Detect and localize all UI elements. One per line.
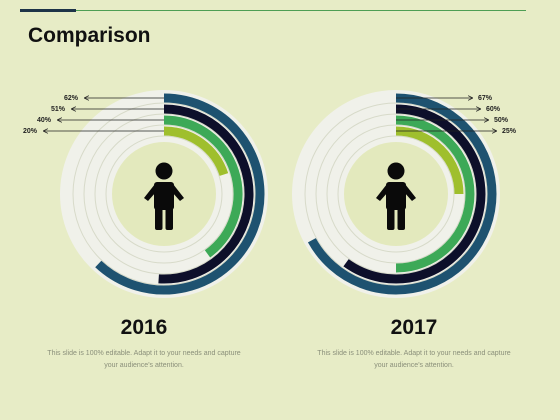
pct-label-2016-2: 51% [51, 106, 66, 113]
ring-arc-2016-1 [95, 93, 265, 295]
ring-divider-2016-1 [72, 102, 256, 286]
radial-chart-2017: 67% 60% 50% 25% [292, 90, 517, 298]
header-rule [76, 10, 526, 11]
pct-label-2016-1: 62% [64, 95, 79, 102]
caption-2017: This slide is 100% editable. Adapt it to… [304, 348, 524, 372]
ring-arc-2016-2 [158, 104, 254, 284]
ring-divider-2017-1 [304, 102, 488, 286]
radial-chart-2016: 62% 51% 40% 20% [23, 90, 268, 298]
page-title: Comparison [28, 24, 151, 47]
pct-label-2016-4: 20% [23, 128, 38, 135]
ring-divider-2017-3 [326, 124, 466, 264]
person-icon-2017 [376, 162, 416, 230]
ring-arc-2017-3 [395, 115, 475, 273]
person-icon-2016 [144, 162, 184, 230]
ring-arc-2016-3 [163, 115, 243, 258]
ring-divider-2016-3 [94, 124, 234, 264]
pct-label-2017-3: 50% [494, 117, 509, 124]
year-label-2017: 2017 [390, 316, 438, 339]
pct-label-2017-2: 60% [486, 106, 501, 113]
header-accent-bar [20, 9, 76, 12]
caption-2016-line1: This slide is 100% editable. Adapt it to… [47, 350, 241, 357]
caption-2016: This slide is 100% editable. Adapt it to… [34, 348, 254, 372]
ring-arc-2017-2 [343, 104, 486, 284]
pct-label-2016-3: 40% [37, 117, 52, 124]
ring-divider-2017-2 [315, 113, 477, 275]
ring-divider-2016-4 [105, 135, 223, 253]
caption-2016-line2: your audience's attention. [104, 362, 184, 369]
pct-label-2017-4: 25% [502, 128, 517, 135]
ring-divider-2017-4 [337, 135, 455, 253]
ring-arc-2017-1 [307, 93, 497, 295]
ring-arc-2016-4 [163, 126, 229, 177]
pct-label-2017-1: 67% [478, 95, 493, 102]
caption-2017-line2: your audience's attention. [374, 362, 454, 369]
caption-2017-line1: This slide is 100% editable. Adapt it to… [317, 350, 511, 357]
year-label-2016: 2016 [120, 316, 168, 339]
ring-divider-2016-2 [83, 113, 245, 275]
ring-arc-2017-4 [395, 126, 464, 195]
